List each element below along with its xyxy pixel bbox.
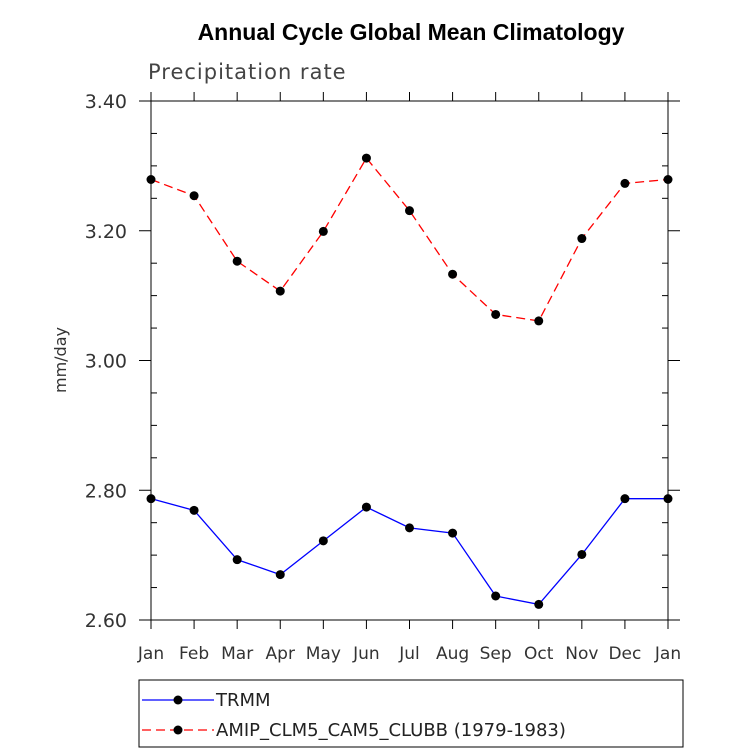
legend-box xyxy=(138,679,684,748)
x-tick-label: Sep xyxy=(480,644,512,664)
chart-subtitle: Precipitation rate xyxy=(148,60,347,84)
series-point xyxy=(534,316,544,326)
plot-frame xyxy=(150,100,669,621)
x-tick-labels: Jan Feb Mar Apr May Jun Jul Aug Sep Oct Nov Dec Jan xyxy=(137,644,681,664)
chart-title: Annual Cycle Global Mean Climatology xyxy=(198,19,625,45)
x-tick-label: Jan xyxy=(137,644,164,664)
series-point xyxy=(663,494,673,504)
series-point xyxy=(448,269,458,279)
y-tick-label: 3.20 xyxy=(85,221,127,243)
series-point xyxy=(361,153,371,163)
x-tick-label: Jun xyxy=(352,644,380,664)
x-tick-label: Jan xyxy=(654,644,681,664)
series-point xyxy=(534,599,544,609)
y-tick-labels: 2.60 2.80 3.00 3.20 3.40 xyxy=(85,91,127,632)
series-point xyxy=(405,206,414,216)
series-point xyxy=(189,191,199,201)
series-point xyxy=(232,256,242,266)
legend: TRMM AMIP_CLM5_CAM5_CLUBB (1979-1983) xyxy=(138,679,684,748)
legend-marker xyxy=(173,725,183,735)
series-point xyxy=(232,555,242,565)
series-point xyxy=(577,549,587,559)
legend-label: TRMM xyxy=(215,690,271,711)
y-tick-label: 2.60 xyxy=(85,610,127,632)
x-tick-label: Oct xyxy=(524,644,554,664)
x-tick-label: Nov xyxy=(565,644,598,664)
series-point xyxy=(318,536,328,546)
series-point xyxy=(577,234,587,244)
series-point xyxy=(146,174,156,184)
series-point xyxy=(189,505,199,515)
y-tick-label: 3.40 xyxy=(85,91,127,113)
series-layer xyxy=(146,153,673,609)
x-tick-label: Apr xyxy=(266,644,295,664)
series-point xyxy=(448,528,458,538)
series-point xyxy=(275,286,285,296)
series-point xyxy=(491,591,501,601)
series-point xyxy=(361,502,371,512)
x-tick-label: Feb xyxy=(179,644,209,664)
x-tick-label: Mar xyxy=(221,644,253,664)
x-tick-label: Jul xyxy=(398,644,420,664)
series-line xyxy=(150,156,669,322)
legend-marker xyxy=(173,695,183,705)
x-tick-label: Aug xyxy=(436,644,469,664)
series-point xyxy=(491,309,501,319)
y-axis-label: mm/day xyxy=(51,327,70,393)
series-point xyxy=(620,178,630,188)
y-tick-label: 3.00 xyxy=(85,351,127,373)
axis-ticks xyxy=(139,92,680,629)
series-line xyxy=(150,498,668,606)
series-point xyxy=(620,494,630,504)
legend-label: AMIP_CLM5_CAM5_CLUBB (1979-1983) xyxy=(216,720,566,741)
x-tick-label: May xyxy=(306,644,341,664)
y-tick-label: 2.80 xyxy=(85,480,127,502)
series-point xyxy=(318,226,328,236)
series-point xyxy=(275,570,285,580)
series-point xyxy=(405,523,414,533)
series-point xyxy=(146,494,156,504)
series-point xyxy=(663,174,673,184)
x-tick-label: Dec xyxy=(608,644,641,664)
